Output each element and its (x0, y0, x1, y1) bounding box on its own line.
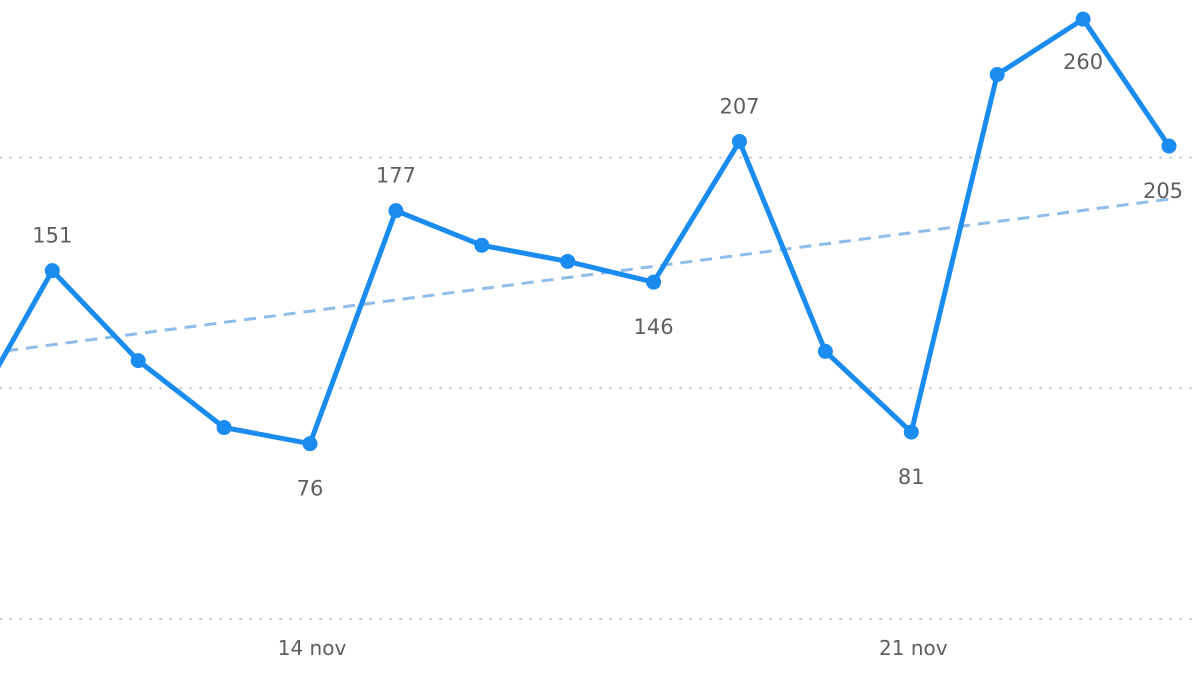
data-point (216, 420, 232, 436)
data-point (646, 274, 662, 290)
data-point (474, 237, 490, 253)
data-point (560, 253, 576, 269)
data-label: 260 (1063, 50, 1103, 74)
data-point (1075, 11, 1091, 27)
data-label: 76 (297, 477, 324, 501)
x-tick-label: 14 nov (278, 636, 347, 660)
series-line (0, 16, 1172, 447)
data-point (732, 133, 747, 149)
data-point (1161, 138, 1177, 154)
data-point (388, 203, 404, 219)
data-point (302, 436, 318, 452)
data-label: 205 (1143, 179, 1183, 203)
data-point (44, 263, 60, 279)
data-label: 177 (376, 164, 416, 188)
data-point (989, 67, 1005, 83)
data-label: 146 (634, 315, 674, 339)
x-tick-label: 21 nov (879, 636, 948, 660)
data-point (903, 424, 919, 440)
data-label: 207 (719, 94, 759, 118)
data-point (817, 343, 833, 359)
data-label: 151 (32, 224, 72, 248)
data-point (130, 353, 146, 369)
data-label: 81 (898, 465, 925, 489)
trend-line (0, 197, 1170, 354)
